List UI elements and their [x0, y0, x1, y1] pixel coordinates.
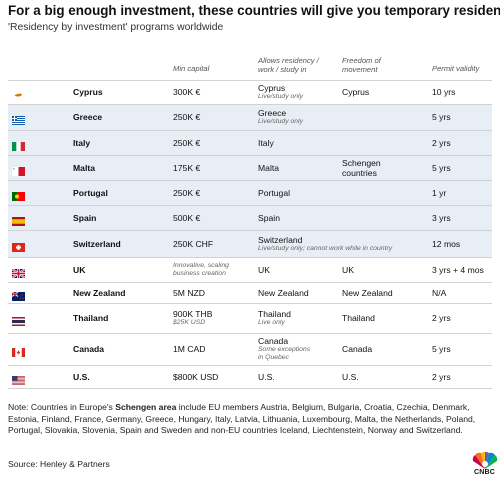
- country-name: Portugal: [73, 187, 108, 198]
- greece-flag-icon: [12, 112, 25, 125]
- source-text: Source: Henley & Partners: [8, 459, 110, 469]
- allows-residency-note: Live/study only; cannot work while in co…: [258, 244, 393, 252]
- allows-residency-note: Live/study only: [258, 118, 303, 125]
- min-capital: 900K THB: [173, 309, 213, 319]
- allows-residency: Malta: [258, 162, 280, 173]
- table-row: [8, 282, 492, 303]
- allows-residency: Switzerland: [258, 234, 303, 245]
- permit-validity: 3 yrs: [432, 212, 451, 223]
- permit-validity: 2 yrs: [432, 137, 451, 148]
- table-row: [8, 257, 492, 282]
- freedom-of-movement: Cyprus: [342, 87, 370, 97]
- permit-validity: 3 yrs + 4 mos: [432, 264, 484, 275]
- permit-validity: 5 yrs: [432, 162, 451, 173]
- freedom-of-movement: New Zealand: [342, 287, 393, 298]
- country-name: Thailand: [73, 313, 109, 323]
- switzerland-flag-icon: [12, 239, 25, 252]
- header-freedom: Freedom of movement: [342, 56, 381, 74]
- country-name: Italy: [73, 137, 91, 148]
- country-name: UK: [73, 264, 86, 275]
- allows-residency-note: Some exceptions in Quebec: [258, 346, 311, 361]
- permit-validity: 10 yrs: [432, 87, 456, 97]
- country-name: Spain: [73, 212, 97, 223]
- allows-residency: Cyprus: [258, 83, 286, 93]
- permit-validity: 12 mos: [432, 238, 461, 249]
- min-capital: 250K €: [173, 137, 201, 148]
- table-row: [8, 230, 492, 257]
- permit-validity: 2 yrs: [432, 372, 451, 382]
- canada-flag-icon: [12, 344, 25, 357]
- allows-residency: Thailand: [258, 309, 291, 319]
- footnote-schengen: Schengen area: [115, 402, 177, 412]
- cnbc-peacock-icon: [472, 451, 498, 469]
- min-capital: 1M CAD: [173, 344, 206, 354]
- page-subtitle: 'Residency by investment' programs world…: [8, 22, 224, 33]
- min-capital: 500K €: [173, 212, 201, 223]
- new-zealand-flag-icon: [11, 288, 25, 301]
- freedom-of-movement: Thailand: [342, 313, 375, 323]
- country-name: Malta: [73, 162, 95, 173]
- header-permit: Permit validity: [432, 64, 480, 73]
- allows-residency: UK: [258, 264, 270, 275]
- freedom-of-movement: U.S.: [342, 372, 359, 382]
- table-row: [8, 205, 492, 230]
- min-capital: 175K €: [173, 162, 201, 173]
- uk-flag-icon: [11, 265, 26, 279]
- min-capital: 250K CHF: [173, 238, 214, 249]
- allows-residency: U.S.: [258, 372, 275, 382]
- us-flag-icon: [12, 372, 25, 385]
- table-row: [8, 180, 492, 205]
- allows-residency: Greece: [258, 108, 287, 118]
- allows-residency-note: Live only: [258, 319, 285, 326]
- country-name: Canada: [73, 344, 105, 354]
- allows-residency: Spain: [258, 212, 280, 223]
- spain-flag-icon: [12, 213, 25, 226]
- freedom-of-movement: UK: [342, 264, 354, 275]
- allows-residency: Portugal: [258, 187, 291, 198]
- freedom-of-movement: Canada: [342, 344, 373, 354]
- italy-flag-icon: [12, 138, 25, 151]
- cnbc-logo-text: CNBC: [474, 469, 496, 476]
- country-name: Greece: [73, 112, 103, 122]
- header-min-capital: Min capital: [173, 64, 210, 73]
- malta-flag-icon: [12, 163, 25, 176]
- cyprus-flag-icon: [12, 87, 25, 100]
- table-row: [8, 333, 492, 365]
- table-row: [8, 303, 492, 333]
- min-capital: 250K €: [173, 112, 201, 122]
- min-capital: 5M NZD: [173, 287, 205, 298]
- allows-residency: Italy: [258, 137, 274, 148]
- allows-residency: Canada: [258, 336, 289, 346]
- permit-validity: 2 yrs: [432, 313, 451, 323]
- page-title: For a big enough investment, these count…: [8, 3, 500, 18]
- country-name: U.S.: [73, 372, 90, 382]
- permit-validity: 5 yrs: [432, 112, 451, 122]
- allows-residency-note: Live/study only: [258, 93, 303, 100]
- country-name: Cyprus: [73, 87, 103, 97]
- table-row: [8, 155, 492, 180]
- table-row: [8, 130, 492, 155]
- freedom-of-movement: Schengen countries: [342, 157, 381, 178]
- permit-validity: N/A: [432, 287, 447, 298]
- allows-residency: New Zealand: [258, 287, 309, 298]
- thailand-flag-icon: [12, 313, 25, 326]
- footnote-suffix: include EU members Austria, Belgium, Bul…: [8, 402, 476, 435]
- footnote: Note: Countries in Europe's Schengen are…: [8, 402, 494, 437]
- permit-validity: 1 yr: [432, 187, 447, 198]
- min-capital-note: $25K USD: [173, 319, 206, 326]
- min-capital: $800K USD: [173, 372, 219, 382]
- footnote-prefix: Note: Countries in Europe's: [8, 402, 116, 412]
- portugal-flag-icon: [12, 188, 25, 201]
- table-row: [8, 104, 492, 130]
- country-name: Switzerland: [73, 238, 121, 249]
- table-row: [8, 80, 492, 104]
- min-capital: 300K €: [173, 87, 201, 97]
- permit-validity: 5 yrs: [432, 344, 451, 354]
- header-allows: Allows residency / work / study in: [258, 56, 319, 74]
- country-name: New Zealand: [73, 287, 126, 298]
- table-row: [8, 365, 492, 389]
- min-capital-note: Innovative, scaling business creation: [173, 261, 229, 277]
- min-capital: 250K €: [173, 187, 201, 198]
